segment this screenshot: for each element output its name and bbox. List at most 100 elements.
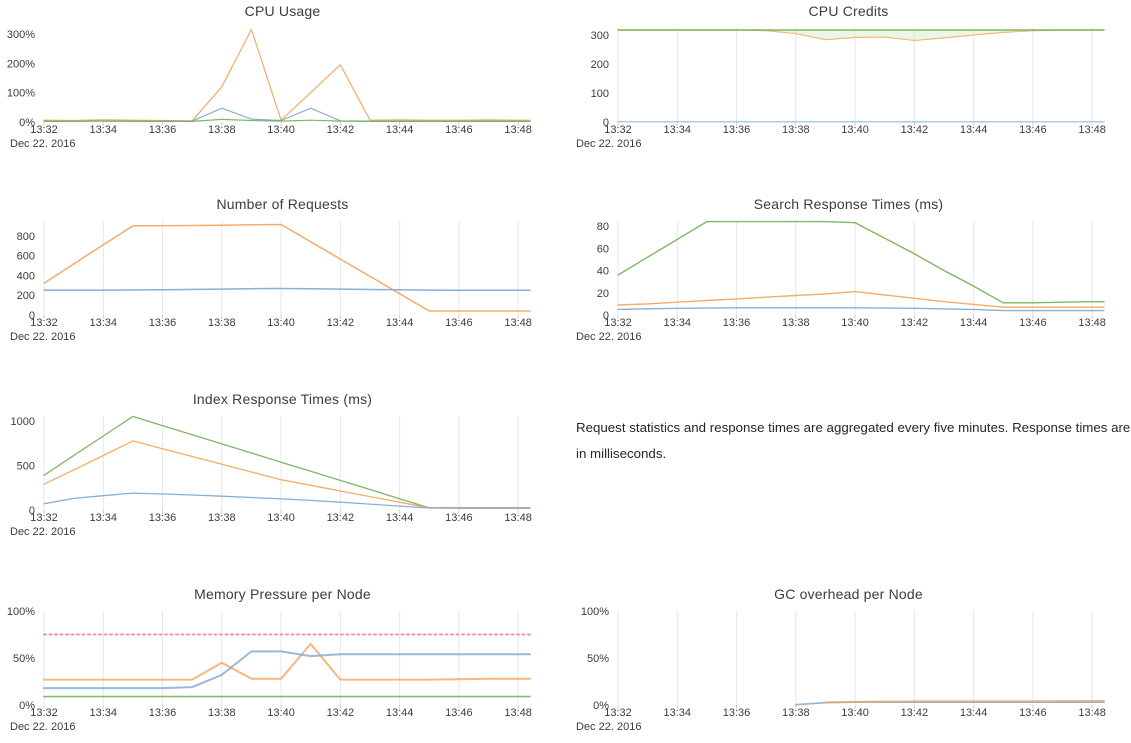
aggregation-note: Request statistics and response times ar… xyxy=(566,388,1131,548)
svg-text:Dec 22. 2016: Dec 22. 2016 xyxy=(576,138,641,150)
svg-text:13:40: 13:40 xyxy=(267,124,295,136)
svg-text:13:44: 13:44 xyxy=(960,317,988,329)
chart-plot-gc-overhead-per-node: 13:32 13:34 13:36 13:38 13:40 13:42 13:44 13:46… xyxy=(576,606,1106,733)
svg-text:13:44: 13:44 xyxy=(386,317,414,329)
svg-text:0%: 0% xyxy=(593,700,609,712)
svg-text:200: 200 xyxy=(17,290,35,302)
svg-text:13:36: 13:36 xyxy=(149,317,177,329)
svg-text:13:44: 13:44 xyxy=(960,124,988,136)
chart-memory-pressure-per-node: Memory Pressure per Node 13:32 13:34 13:36… xyxy=(0,583,565,743)
svg-text:Dec 22. 2016: Dec 22. 2016 xyxy=(10,331,75,343)
chart-cpu-credits: CPU Credits 13:32 13:34 13:36 13:38 13:40 13:… xyxy=(566,0,1131,160)
svg-text:1000: 1000 xyxy=(11,416,35,428)
svg-text:13:36: 13:36 xyxy=(149,707,177,719)
svg-text:400: 400 xyxy=(17,270,35,282)
svg-text:13:44: 13:44 xyxy=(386,124,414,136)
svg-text:Dec 22. 2016: Dec 22. 2016 xyxy=(10,721,75,733)
chart-plot-index-response-times: 13:32 13:34 13:36 13:38 13:40 13:42 13:44 13:46… xyxy=(10,415,532,538)
svg-text:80: 80 xyxy=(597,221,609,233)
svg-text:13:32: 13:32 xyxy=(604,124,632,136)
chart-title-cpu-usage: CPU Usage xyxy=(244,3,321,19)
svg-text:100: 100 xyxy=(591,88,609,100)
svg-text:Dec 22. 2016: Dec 22. 2016 xyxy=(576,331,641,343)
svg-text:13:32: 13:32 xyxy=(30,317,58,329)
svg-text:13:36: 13:36 xyxy=(149,124,177,136)
svg-text:20: 20 xyxy=(597,288,609,300)
svg-text:13:40: 13:40 xyxy=(841,707,869,719)
svg-text:13:34: 13:34 xyxy=(664,707,692,719)
svg-text:13:48: 13:48 xyxy=(1078,317,1106,329)
svg-text:13:44: 13:44 xyxy=(386,707,414,719)
svg-text:13:32: 13:32 xyxy=(604,707,632,719)
svg-text:13:40: 13:40 xyxy=(841,317,869,329)
svg-text:0: 0 xyxy=(29,310,35,322)
svg-text:13:40: 13:40 xyxy=(267,707,295,719)
svg-text:Dec 22. 2016: Dec 22. 2016 xyxy=(10,138,75,150)
svg-text:Dec 22. 2016: Dec 22. 2016 xyxy=(10,526,75,538)
svg-text:13:38: 13:38 xyxy=(208,512,236,524)
svg-text:13:34: 13:34 xyxy=(664,317,692,329)
chart-title-memory-pressure-per-node: Memory Pressure per Node xyxy=(194,586,371,602)
svg-text:13:38: 13:38 xyxy=(208,317,236,329)
svg-text:100%: 100% xyxy=(581,606,609,618)
svg-text:0: 0 xyxy=(603,117,609,129)
chart-title-gc-overhead-per-node: GC overhead per Node xyxy=(774,586,923,602)
svg-text:300: 300 xyxy=(591,30,609,42)
svg-text:100%: 100% xyxy=(7,606,35,618)
svg-text:100%: 100% xyxy=(7,88,35,100)
svg-text:600: 600 xyxy=(17,251,35,263)
svg-text:0: 0 xyxy=(603,310,609,322)
chart-plot-cpu-usage: 13:32 13:34 13:36 13:38 13:40 13:42 13:44 13:46… xyxy=(7,29,532,150)
svg-text:Dec 22. 2016: Dec 22. 2016 xyxy=(576,721,641,733)
svg-text:13:48: 13:48 xyxy=(504,124,532,136)
svg-text:13:48: 13:48 xyxy=(1078,124,1106,136)
svg-text:300%: 300% xyxy=(7,29,35,41)
chart-plot-number-of-requests: 13:32 13:34 13:36 13:38 13:40 13:42 13:44 13:46… xyxy=(10,221,532,343)
svg-text:13:40: 13:40 xyxy=(841,124,869,136)
svg-text:13:32: 13:32 xyxy=(30,707,58,719)
svg-text:13:48: 13:48 xyxy=(504,317,532,329)
chart-title-number-of-requests: Number of Requests xyxy=(216,196,349,212)
svg-text:13:40: 13:40 xyxy=(267,317,295,329)
svg-text:40: 40 xyxy=(597,266,609,278)
svg-text:13:38: 13:38 xyxy=(782,124,810,136)
svg-text:13:38: 13:38 xyxy=(208,707,236,719)
svg-text:13:42: 13:42 xyxy=(327,317,355,329)
svg-text:13:46: 13:46 xyxy=(445,124,473,136)
svg-text:13:46: 13:46 xyxy=(445,512,473,524)
svg-text:13:34: 13:34 xyxy=(90,707,118,719)
svg-text:60: 60 xyxy=(597,243,609,255)
svg-text:13:46: 13:46 xyxy=(1019,707,1047,719)
svg-text:13:36: 13:36 xyxy=(723,707,751,719)
svg-text:13:48: 13:48 xyxy=(504,707,532,719)
svg-text:13:48: 13:48 xyxy=(504,512,532,524)
svg-text:13:42: 13:42 xyxy=(901,317,929,329)
svg-text:13:42: 13:42 xyxy=(327,512,355,524)
svg-text:13:44: 13:44 xyxy=(960,707,988,719)
svg-text:13:40: 13:40 xyxy=(267,512,295,524)
svg-text:13:34: 13:34 xyxy=(90,512,118,524)
chart-index-response-times: Index Response Times (ms) 13:32 13:34 13:3… xyxy=(0,388,565,548)
chart-search-response-times: Search Response Times (ms) 13:32 13:34 13:… xyxy=(566,193,1131,353)
chart-plot-search-response-times: 13:32 13:34 13:36 13:38 13:40 13:42 13:44 13:46… xyxy=(576,220,1106,343)
svg-text:13:42: 13:42 xyxy=(327,707,355,719)
chart-title-index-response-times: Index Response Times (ms) xyxy=(192,391,373,407)
chart-title-search-response-times: Search Response Times (ms) xyxy=(753,196,944,212)
svg-text:13:32: 13:32 xyxy=(30,124,58,136)
svg-text:13:34: 13:34 xyxy=(664,124,692,136)
svg-text:13:38: 13:38 xyxy=(208,124,236,136)
svg-text:800: 800 xyxy=(17,231,35,243)
svg-text:13:34: 13:34 xyxy=(90,124,118,136)
svg-text:13:48: 13:48 xyxy=(1078,707,1106,719)
svg-text:0: 0 xyxy=(29,505,35,517)
svg-text:0%: 0% xyxy=(19,117,35,129)
svg-text:13:42: 13:42 xyxy=(327,124,355,136)
chart-plot-memory-pressure-per-node: 13:32 13:34 13:36 13:38 13:40 13:42 13:44 13:46… xyxy=(7,606,532,733)
chart-cpu-usage: CPU Usage 13:32 13:34 13:36 13:38 13:40 13:42… xyxy=(0,0,565,160)
svg-text:200: 200 xyxy=(591,59,609,71)
svg-text:13:46: 13:46 xyxy=(1019,317,1047,329)
chart-gc-overhead-per-node: GC overhead per Node 13:32 13:34 13:36 13:3… xyxy=(566,583,1131,743)
svg-text:50%: 50% xyxy=(13,653,35,665)
svg-text:13:34: 13:34 xyxy=(90,317,118,329)
